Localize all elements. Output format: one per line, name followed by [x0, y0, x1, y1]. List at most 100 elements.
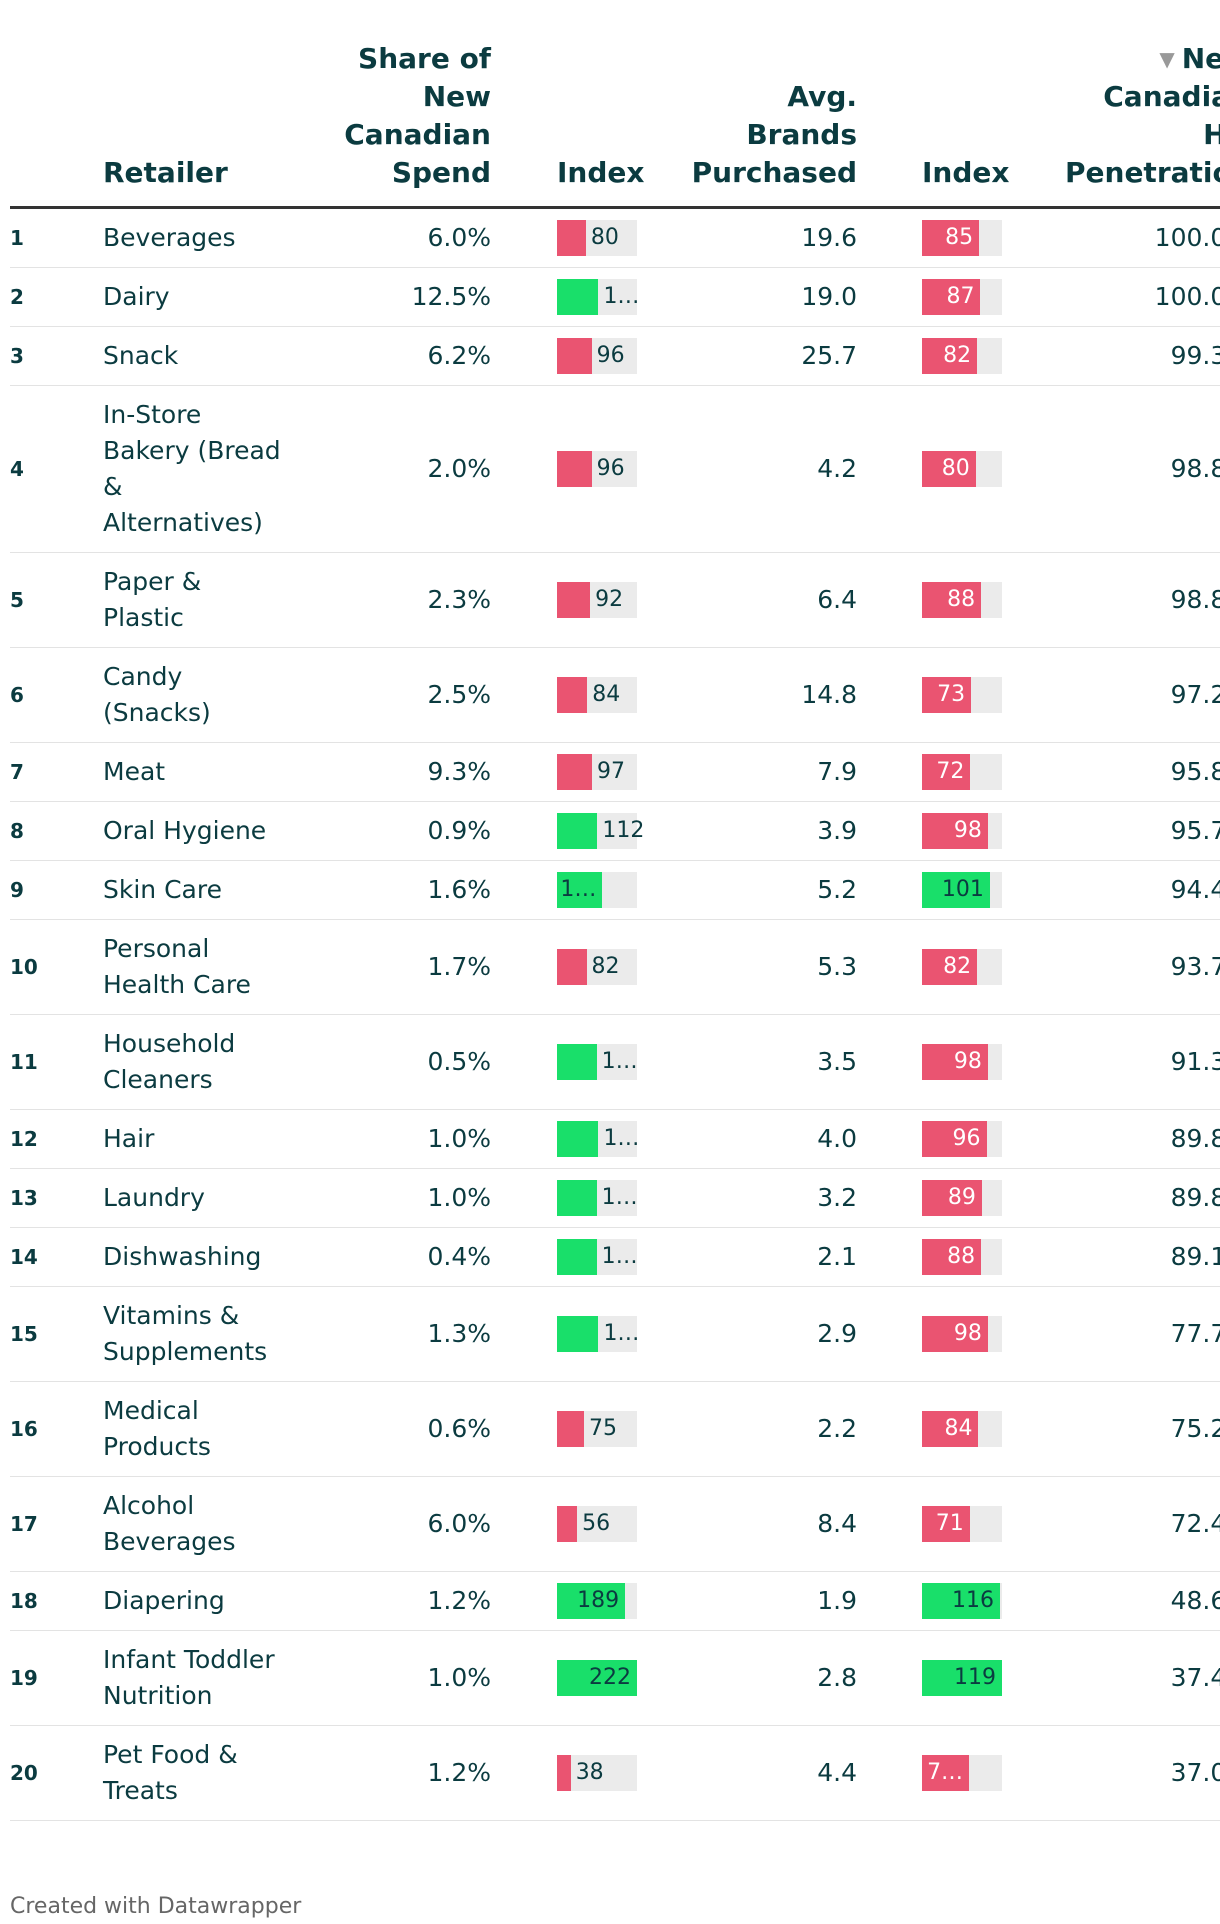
brands-index-cell: 7… — [857, 1725, 1003, 1821]
header-cell: Share of New Canadian Spend — [293, 40, 491, 209]
bar-track: 85 — [922, 220, 1002, 256]
bar-label: 1… — [601, 1049, 638, 1074]
bar-label: 75 — [589, 1416, 618, 1441]
header-retailer[interactable]: Retailer — [103, 156, 228, 189]
share: 1.6% — [293, 860, 491, 920]
sort-arrow: ▼ — [1159, 47, 1182, 71]
bar — [922, 1660, 1002, 1696]
rank: 15 — [10, 1286, 103, 1382]
brands-index-cell: 89 — [857, 1168, 1003, 1228]
brands-index-cell: 84 — [857, 1381, 1003, 1477]
penetration: 100.0% — [1003, 267, 1220, 327]
retailer: Pet Food & Treats — [103, 1725, 293, 1821]
brands-index-cell: 101 — [857, 860, 1003, 920]
index-cell: 222 — [491, 1630, 637, 1726]
bar-track: 112 — [557, 813, 644, 849]
bar — [557, 872, 603, 908]
bar-label: 80 — [590, 225, 619, 250]
bar — [922, 582, 982, 618]
brands: 4.0 — [637, 1109, 857, 1169]
retailer: Personal Health Care — [103, 919, 293, 1015]
bar — [922, 279, 981, 315]
index-cell: 1… — [491, 860, 637, 920]
bar — [922, 1121, 987, 1157]
bar-label: 96 — [596, 343, 625, 368]
rank: 6 — [10, 647, 103, 743]
bar-label: 92 — [595, 587, 624, 612]
header-rank — [10, 40, 103, 209]
index-cell: 189 — [491, 1571, 637, 1631]
bar-track: 88 — [922, 582, 1002, 618]
index-cell: 92 — [491, 552, 637, 648]
bar-track: 73 — [922, 677, 1002, 713]
footer: Created with Datawrapper — [10, 1894, 302, 1919]
bar-label: 87 — [946, 284, 975, 309]
penetration: 100.0% — [1003, 207, 1220, 268]
rank: 19 — [10, 1630, 103, 1726]
retailer: Medical Products — [103, 1381, 293, 1477]
index-cell: 38 — [491, 1725, 637, 1821]
bar-track: 1… — [557, 1044, 638, 1080]
brands: 14.8 — [637, 647, 857, 743]
brands: 3.5 — [637, 1014, 857, 1110]
penetration: 95.7% — [1003, 801, 1220, 861]
bar — [922, 677, 972, 713]
header-index[interactable]: Index — [557, 156, 645, 189]
header-brands[interactable]: Avg. Brands Purchased — [691, 80, 857, 189]
bar-track: 80 — [557, 220, 637, 256]
bar — [557, 451, 592, 487]
bar-track: 56 — [557, 1506, 637, 1542]
table: Retailer Share of New Canadian Spend Ind… — [10, 40, 1220, 1821]
retailer: Paper & Plastic — [103, 552, 293, 648]
bar-track: 82 — [922, 338, 1002, 374]
bar — [922, 1755, 970, 1791]
index-cell: 1… — [491, 267, 639, 327]
bar-label: 85 — [945, 225, 974, 250]
bar-track: 98 — [922, 1316, 1002, 1352]
bar — [557, 1180, 597, 1216]
bar-track: 72 — [922, 754, 1002, 790]
brands-index-cell: 88 — [857, 1227, 1003, 1287]
brands: 6.4 — [637, 552, 857, 648]
bar-label: 73 — [937, 682, 966, 707]
index-cell: 1… — [491, 1286, 639, 1382]
bar-track: 7… — [922, 1755, 1002, 1791]
retailer: Diapering — [103, 1571, 293, 1631]
share: 2.3% — [293, 552, 491, 648]
bar — [922, 1506, 970, 1542]
brands: 2.9 — [637, 1286, 857, 1382]
retailer: Dishwashing — [103, 1227, 293, 1287]
brands-index-cell: 96 — [857, 1109, 1003, 1169]
bar — [557, 582, 591, 618]
index-cell: 56 — [491, 1476, 637, 1572]
index-cell: 96 — [491, 385, 637, 553]
header-share[interactable]: Share of New Canadian Spend — [344, 42, 491, 189]
rank: 13 — [10, 1168, 103, 1228]
retailer: Beverages — [103, 207, 293, 268]
penetration: 98.8% — [1003, 552, 1220, 648]
bar-label: 88 — [947, 587, 976, 612]
retailer: Meat — [103, 742, 293, 802]
brands: 2.1 — [637, 1227, 857, 1287]
header-brands-index[interactable]: Index — [922, 156, 1010, 189]
share: 2.0% — [293, 385, 491, 553]
bar — [922, 220, 980, 256]
index-cell: 112 — [491, 801, 644, 861]
bar — [922, 1180, 982, 1216]
bar-label: 82 — [943, 954, 972, 979]
brands: 7.9 — [637, 742, 857, 802]
bar-label: 98 — [953, 1049, 982, 1074]
bar-track: 1… — [557, 1239, 638, 1275]
header-penetration[interactable]: New Canadian HH Penetration — [1065, 42, 1220, 189]
bar — [557, 1660, 637, 1696]
rank: 4 — [10, 385, 103, 553]
brands: 2.2 — [637, 1381, 857, 1477]
bar-track: 80 — [922, 451, 1002, 487]
brands-index-cell: 72 — [857, 742, 1003, 802]
